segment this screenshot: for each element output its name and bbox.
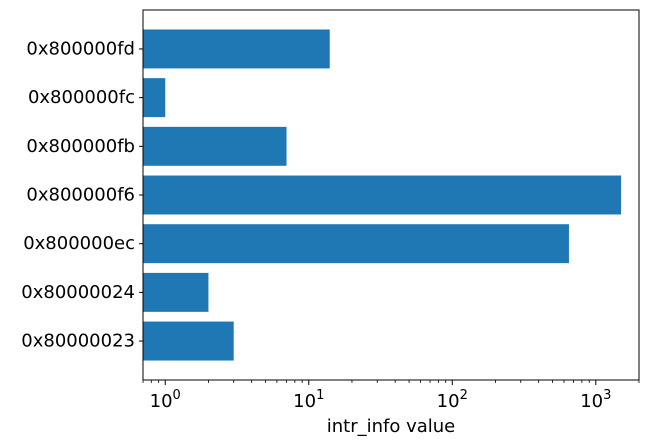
- bar-0x80000023: [143, 321, 234, 361]
- bars-group: [143, 29, 622, 361]
- y-tick-label: 0x800000fc: [28, 87, 135, 108]
- x-tick-label: 103: [580, 388, 611, 412]
- bar-0x800000f6: [143, 175, 622, 215]
- y-tick-label: 0x80000023: [21, 331, 135, 352]
- y-tick-labels: 0x80000023 0x80000024 0x800000ec 0x800000f6…: [21, 38, 143, 352]
- x-axis-label: intr_info value: [327, 416, 456, 437]
- y-tick-label: 0x800000f6: [26, 185, 135, 206]
- bar-0x800000fd: [143, 29, 330, 69]
- bar-0x800000fb: [143, 126, 287, 166]
- x-tick-label: 101: [293, 388, 324, 412]
- bar-0x80000024: [143, 272, 209, 312]
- y-tick-label: 0x800000fd: [26, 38, 135, 59]
- x-tick-labels: 100 101 102 103: [142, 380, 640, 412]
- x-tick-label: 100: [150, 388, 181, 412]
- y-tick-label: 0x80000024: [21, 282, 135, 303]
- x-tick-label: 102: [437, 388, 468, 412]
- bar-0x800000fc: [143, 78, 166, 118]
- y-tick-label: 0x800000ec: [23, 233, 135, 254]
- bar-0x800000ec: [143, 224, 569, 264]
- y-tick-label: 0x800000fb: [26, 136, 135, 157]
